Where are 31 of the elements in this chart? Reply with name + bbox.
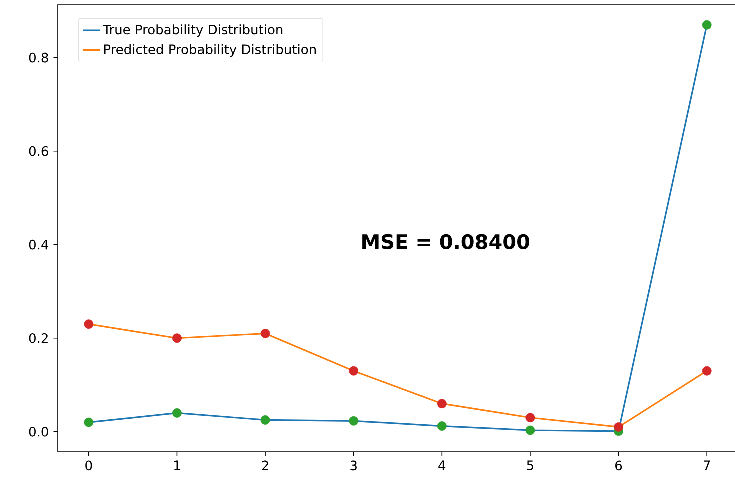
x-tick-label: 4 — [438, 460, 446, 470]
x-tick-label: 5 — [527, 460, 534, 470]
point — [172, 334, 182, 344]
y-tick-label: 0.4 — [29, 240, 48, 250]
point — [349, 416, 359, 426]
point — [526, 413, 536, 423]
point — [437, 399, 447, 409]
point — [260, 329, 270, 338]
annotation: MSE = 0.08400 — [362, 234, 530, 250]
point — [437, 422, 447, 431]
x-tick-label: 3 — [350, 460, 357, 471]
x-tick-label: 0 — [86, 460, 92, 471]
point — [702, 20, 712, 30]
y-tick-label: 0.8 — [29, 52, 48, 63]
legend-label: Predicted Probability Distribution — [104, 44, 316, 57]
x-tick-label: 6 — [616, 460, 622, 471]
x-tick-label: 2 — [262, 460, 268, 470]
y-tick-label: 0.2 — [29, 333, 48, 344]
x-tick-label: 1 — [174, 460, 180, 470]
point — [260, 416, 270, 425]
y-tick-label: 0.6 — [29, 146, 48, 156]
x-tick-label: 7 — [704, 460, 710, 470]
legend-label: True Probability Distribution — [103, 24, 283, 38]
point — [84, 418, 94, 428]
point — [702, 366, 712, 376]
point — [84, 320, 94, 330]
point — [614, 422, 624, 432]
point — [172, 408, 182, 418]
point — [526, 426, 536, 436]
y-tick-label: 0.0 — [29, 426, 48, 437]
point — [349, 366, 359, 376]
